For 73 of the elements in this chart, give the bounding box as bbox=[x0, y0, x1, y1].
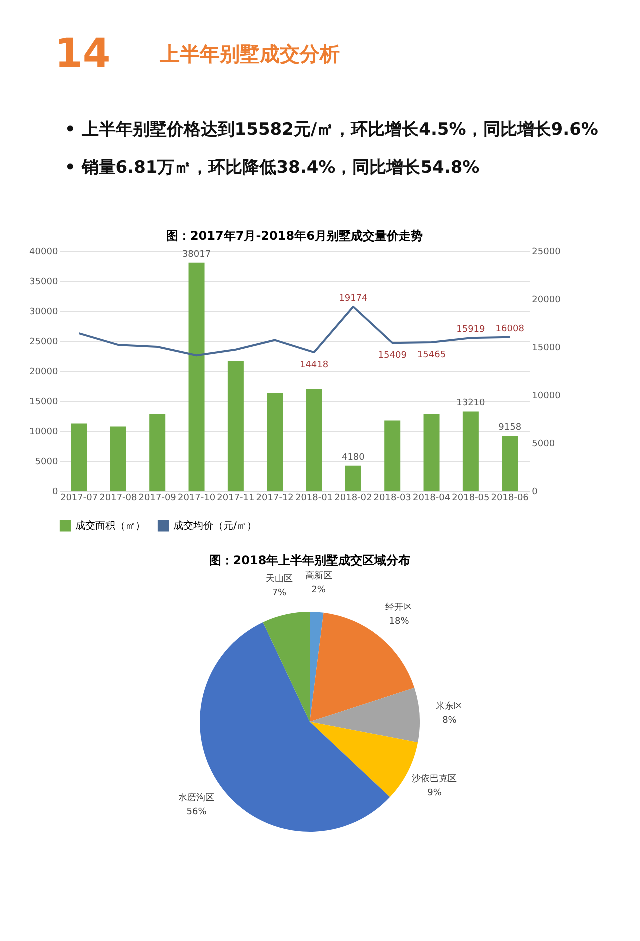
slice-label: 沙依巴克区 bbox=[412, 774, 458, 785]
bar bbox=[188, 262, 205, 491]
chart-title: 图：2017年7月-2018年6月别墅成交量价走势 bbox=[166, 229, 423, 243]
legend-label: 成交面积（㎡） bbox=[76, 520, 146, 532]
x-tick-label: 2017-08 bbox=[100, 494, 138, 504]
bar bbox=[150, 414, 166, 491]
data-label: 19174 bbox=[339, 294, 368, 304]
data-label: 18% bbox=[389, 617, 410, 628]
bar bbox=[384, 420, 401, 491]
bar bbox=[71, 424, 88, 491]
data-label: 7% bbox=[272, 588, 288, 598]
pie-slice bbox=[310, 612, 324, 722]
pie-slice bbox=[263, 612, 310, 722]
text: 上半年别墅成交分析 bbox=[159, 42, 340, 66]
text: • 销量6.81万㎡，环比降低38.4%，同比增长54.8% bbox=[65, 158, 480, 178]
y-tick-label: 0 bbox=[52, 488, 58, 498]
pie-slice bbox=[310, 612, 415, 722]
x-tick-label: 2017-11 bbox=[217, 494, 255, 504]
x-tick-label: 2018-06 bbox=[491, 494, 530, 504]
data-label: 38017 bbox=[182, 250, 212, 260]
x-tick-label: 2017-12 bbox=[256, 494, 294, 504]
data-label: 15409 bbox=[378, 351, 408, 362]
data-label: 2% bbox=[312, 585, 326, 596]
x-tick-label: 2018-03 bbox=[374, 494, 412, 504]
y-tick-label: 15000 bbox=[30, 398, 58, 408]
y2-tick-label: 15000 bbox=[532, 344, 562, 354]
legend-label: 成交均价（元/㎡） bbox=[174, 520, 258, 532]
data-label: 8% bbox=[442, 716, 458, 726]
slice-label: 高新区 bbox=[305, 570, 332, 582]
chart-title: 图：2018年上半年别墅成交区域分布 bbox=[209, 553, 411, 568]
data-label: 13210 bbox=[456, 398, 486, 409]
slice-label: 水磨沟区 bbox=[178, 792, 215, 804]
bar bbox=[424, 414, 440, 491]
y-tick-label: 20000 bbox=[30, 368, 58, 378]
data-label: 4180 bbox=[342, 452, 366, 463]
bar bbox=[228, 361, 244, 491]
x-tick-label: 2018-01 bbox=[295, 494, 334, 504]
slice-label: 经开区 bbox=[386, 602, 413, 614]
data-label: 16008 bbox=[496, 324, 525, 334]
data-label: 9% bbox=[428, 788, 442, 799]
data-label: 15919 bbox=[456, 325, 486, 336]
x-tick-label: 2018-05 bbox=[452, 494, 490, 504]
data-label: 15465 bbox=[417, 350, 446, 361]
x-tick-label: 2017-07 bbox=[60, 494, 98, 504]
slice-label: 米东区 bbox=[436, 701, 464, 712]
data-label: 56% bbox=[186, 807, 208, 818]
y-tick-label: 40000 bbox=[30, 248, 58, 258]
x-tick-label: 2018-02 bbox=[334, 494, 372, 504]
y-tick-label: 35000 bbox=[30, 278, 58, 288]
y2-tick-label: 20000 bbox=[532, 296, 562, 306]
text: • 上半年别墅价格达到15582元/㎡，环比增长4.5%，同比增长9.6% bbox=[65, 120, 598, 140]
data-label: 9158 bbox=[498, 423, 522, 434]
data-label: 14418 bbox=[300, 360, 329, 371]
x-tick-label: 2017-10 bbox=[178, 494, 216, 504]
y-tick-label: 10000 bbox=[30, 428, 58, 438]
text: 14 bbox=[55, 31, 111, 77]
bar bbox=[462, 412, 479, 491]
bar bbox=[502, 436, 518, 491]
bar bbox=[306, 389, 322, 491]
bar bbox=[345, 466, 362, 491]
y-tick-label: 30000 bbox=[30, 308, 58, 318]
y-tick-label: 5000 bbox=[35, 458, 58, 468]
y-tick-label: 25000 bbox=[30, 338, 58, 348]
y2-tick-label: 10000 bbox=[532, 392, 562, 402]
pie-slice bbox=[310, 688, 420, 743]
y2-tick-label: 25000 bbox=[532, 248, 562, 258]
y2-tick-label: 5000 bbox=[532, 440, 556, 450]
y2-tick-label: 0 bbox=[532, 488, 538, 498]
slice-label: 天山区 bbox=[266, 573, 293, 584]
bar bbox=[267, 393, 284, 491]
x-tick-label: 2017-09 bbox=[138, 494, 177, 504]
x-tick-label: 2018-04 bbox=[412, 494, 451, 504]
bar bbox=[110, 426, 126, 491]
